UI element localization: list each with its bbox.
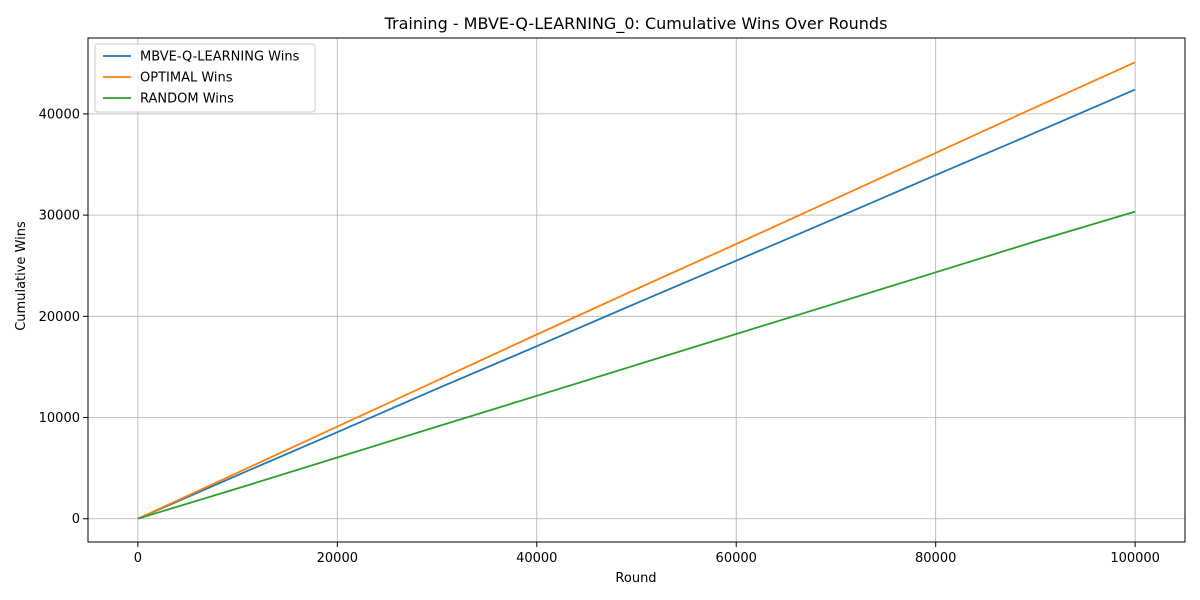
legend: MBVE-Q-LEARNING Wins OPTIMAL Wins RANDOM W… [94,43,316,113]
x-axis-label: Round [615,571,656,586]
y-tick-label: 10000 [39,411,80,426]
x-tick-label: 0 [134,551,142,566]
series-line-mbve-q-learning-wins [137,88,1136,520]
x-tick-label: 60000 [716,551,757,566]
y-tick-label: 40000 [39,107,80,122]
chart-title: Training - MBVE-Q-LEARNING_0: Cumulative… [384,14,888,34]
legend-label: MBVE-Q-LEARNING Wins [140,50,300,65]
y-tick-label: 30000 [39,209,80,224]
x-tick-label: 40000 [516,551,557,566]
grid [88,38,1185,542]
legend-box [94,43,316,113]
plot-frame [87,37,1186,543]
legend-label: RANDOM Wins [140,92,234,107]
x-tick-label: 100000 [1110,551,1160,566]
y-axis-label: Cumulative Wins [14,221,29,331]
y-tick-label: 0 [72,512,80,527]
series-line-optimal-wins [137,61,1136,520]
series-line-random-wins [137,210,1136,520]
series-lines [137,61,1136,520]
x-tick-label: 80000 [915,551,956,566]
x-tick-label: 20000 [317,551,358,566]
legend-label: OPTIMAL Wins [140,71,233,86]
y-axis-ticks: 0 10000 20000 30000 40000 [39,107,88,527]
x-axis-ticks: 0 20000 40000 60000 80000 100000 [134,542,1160,566]
y-tick-label: 20000 [39,310,80,325]
